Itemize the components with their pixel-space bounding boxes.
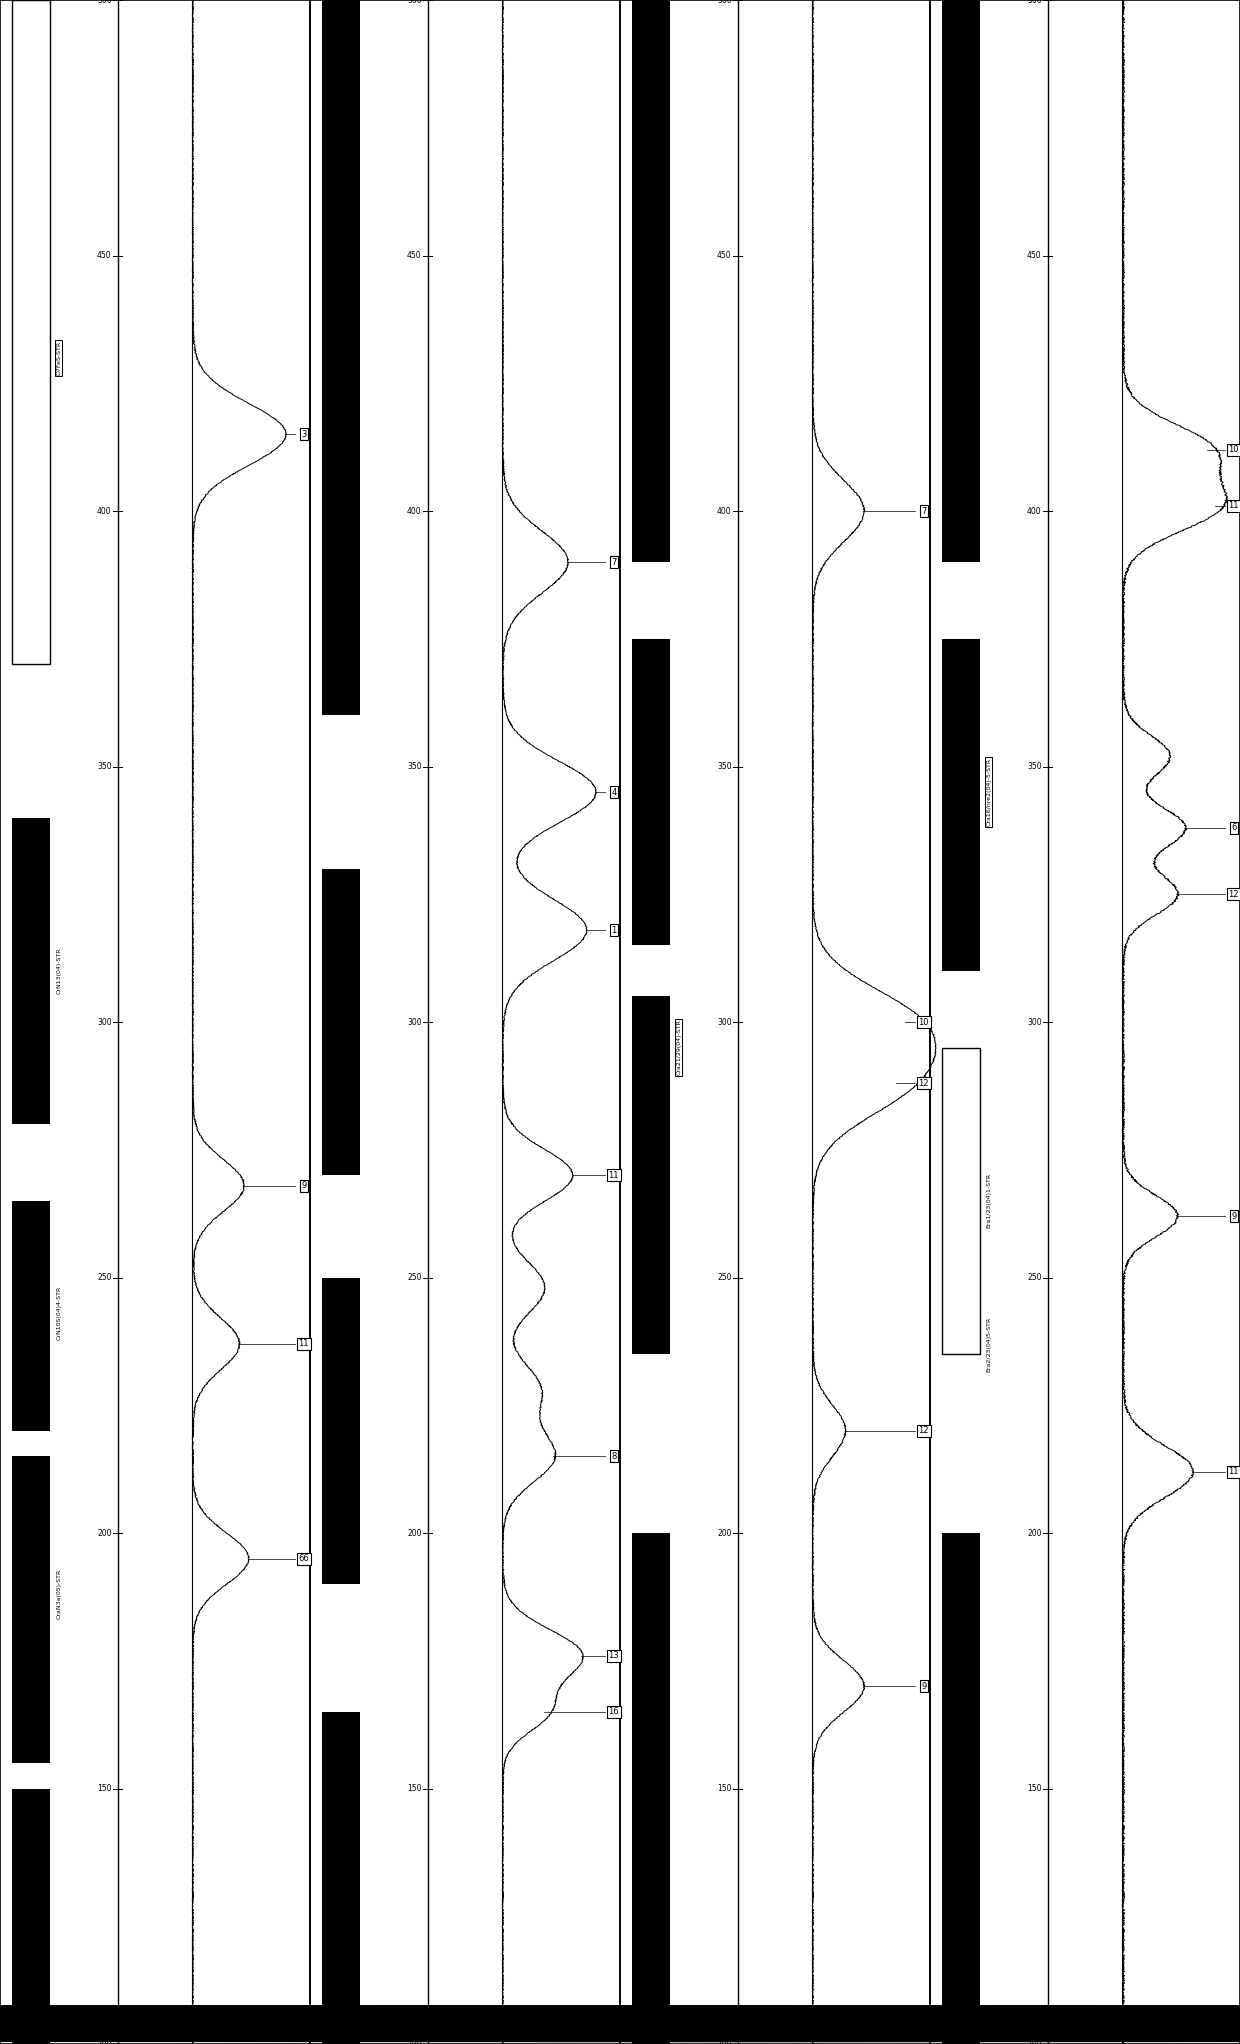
Text: 500: 500	[407, 0, 422, 4]
Bar	[942, 1533, 980, 2044]
Text: 6: 6	[1231, 824, 1236, 832]
Text: 250: 250	[717, 1273, 732, 1282]
Circle shape	[0, 2005, 1240, 2042]
Bar	[632, 995, 670, 1353]
Text: CrN13(04)-STR: CrN13(04)-STR	[56, 948, 62, 993]
Bar	[322, 869, 360, 1175]
Text: 100: 100	[97, 2040, 112, 2044]
Text: Cra21/29(04)-STR: Cra21/29(04)-STR	[676, 1020, 682, 1075]
Text: 100: 100	[1027, 2040, 1042, 2044]
Text: 500: 500	[717, 0, 732, 4]
Text: 1: 1	[611, 926, 616, 934]
Text: 4: 4	[611, 787, 616, 797]
Text: 200: 200	[717, 1529, 732, 1537]
Bar	[942, 638, 980, 971]
Bar	[12, 1200, 50, 1431]
Bar	[322, 1713, 360, 2044]
Text: 16: 16	[609, 1707, 619, 1717]
Text: Era2/23(04)5-STR: Era2/23(04)5-STR	[986, 1316, 992, 1372]
Text: 12: 12	[1229, 889, 1239, 899]
Text: 350: 350	[717, 762, 732, 771]
Text: 10: 10	[919, 1018, 929, 1026]
Text: 66: 66	[299, 1553, 309, 1564]
Text: D7FeS-STR: D7FeS-STR	[56, 341, 62, 374]
Bar	[322, 1278, 360, 1584]
Text: 11: 11	[299, 1339, 309, 1349]
Text: 11: 11	[1229, 501, 1239, 511]
Text: 9: 9	[921, 1682, 926, 1690]
Text: 500: 500	[97, 0, 112, 4]
Bar	[942, 0, 980, 562]
Bar	[632, 0, 670, 562]
Bar	[632, 1533, 670, 2044]
Circle shape	[0, 2005, 1240, 2042]
Text: 300: 300	[97, 1018, 112, 1026]
Text: 450: 450	[97, 251, 112, 260]
Text: 200: 200	[1027, 1529, 1042, 1537]
Text: 9: 9	[1231, 1212, 1236, 1220]
Text: 400: 400	[407, 507, 422, 515]
Text: 11: 11	[609, 1171, 619, 1179]
Bar	[322, 0, 360, 715]
Text: 13: 13	[609, 1652, 619, 1660]
Bar	[942, 1047, 980, 1353]
Text: 11: 11	[1229, 1468, 1239, 1476]
Text: 100: 100	[717, 2040, 732, 2044]
Text: CrN10S(04)4-STR: CrN10S(04)4-STR	[56, 1286, 62, 1341]
Bar	[632, 638, 670, 944]
Text: 8: 8	[611, 1451, 616, 1461]
Bar	[12, 1788, 50, 2044]
Bar	[12, 0, 50, 664]
Text: 250: 250	[407, 1273, 422, 1282]
Bar	[12, 818, 50, 1124]
Text: 400: 400	[717, 507, 732, 515]
Bar	[12, 1455, 50, 1762]
Text: CraN3a(05)-STR: CraN3a(05)-STR	[56, 1570, 62, 1619]
Text: 250: 250	[97, 1273, 112, 1282]
Text: 150: 150	[1027, 1784, 1042, 1793]
Text: 450: 450	[717, 251, 732, 260]
Text: 150: 150	[407, 1784, 422, 1793]
Text: 500: 500	[1027, 0, 1042, 4]
Text: 100: 100	[407, 2040, 422, 2044]
Text: 300: 300	[717, 1018, 732, 1026]
Text: 350: 350	[407, 762, 422, 771]
Text: 200: 200	[407, 1529, 422, 1537]
Text: 450: 450	[1027, 251, 1042, 260]
Text: 150: 150	[717, 1784, 732, 1793]
Text: 350: 350	[1027, 762, 1042, 771]
Text: 9: 9	[301, 1181, 306, 1190]
Circle shape	[0, 2005, 1240, 2042]
Text: Era1/23(04)1-STR: Era1/23(04)1-STR	[986, 1173, 992, 1228]
Text: 12: 12	[919, 1427, 929, 1435]
Text: 3: 3	[301, 429, 306, 439]
Text: 350: 350	[97, 762, 112, 771]
Text: 150: 150	[97, 1784, 112, 1793]
Text: 250: 250	[1027, 1273, 1042, 1282]
Text: 10: 10	[1229, 446, 1239, 454]
Text: 400: 400	[1027, 507, 1042, 515]
Text: 7: 7	[611, 558, 616, 566]
Text: 7: 7	[921, 507, 926, 515]
Text: Cra16/nre2(04)-5-STR: Cra16/nre2(04)-5-STR	[986, 758, 992, 826]
Text: 400: 400	[97, 507, 112, 515]
Text: 200: 200	[97, 1529, 112, 1537]
Text: 450: 450	[407, 251, 422, 260]
Text: 300: 300	[1027, 1018, 1042, 1026]
Text: 300: 300	[407, 1018, 422, 1026]
Text: 12: 12	[919, 1079, 929, 1087]
